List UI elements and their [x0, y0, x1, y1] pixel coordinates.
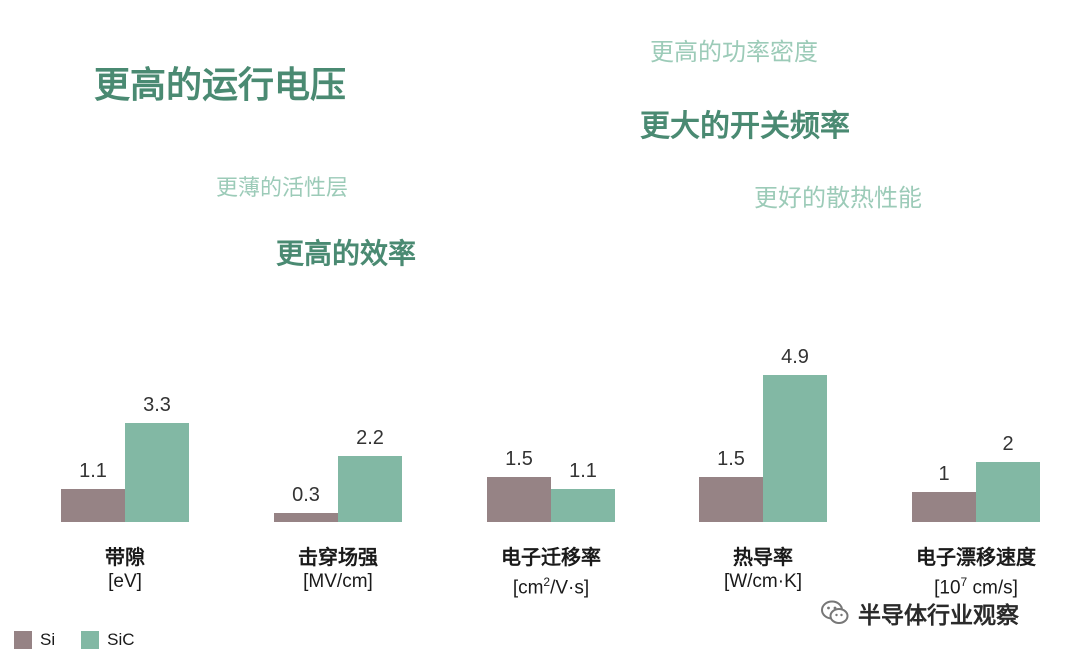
data-label-si-3: 1.5 — [717, 448, 745, 470]
legend-swatch-si — [14, 631, 32, 649]
category-label-3: 热导率 [W/cm·K] — [653, 544, 873, 594]
data-label-si-4: 1 — [938, 463, 949, 485]
category-name-1: 击穿场强 — [298, 545, 378, 569]
data-label-sic-0: 3.3 — [143, 394, 171, 416]
category-label-0: 带隙 [eV] — [15, 544, 235, 594]
category-name-0: 带隙 — [105, 545, 145, 569]
category-label-2: 电子迁移率 [cm2/V·s] — [441, 544, 661, 600]
category-name-2: 电子迁移率 — [501, 545, 601, 569]
legend-item-sic: SiC — [81, 630, 135, 650]
legend-label-sic: SiC — [107, 630, 135, 649]
bar-sic-2 — [551, 489, 615, 522]
category-unit-3: [W/cm·K] — [723, 571, 803, 592]
bar-sic-1 — [338, 456, 402, 522]
phrase-higher-power-density: 更高的功率密度 — [650, 38, 818, 66]
bar-si-2 — [487, 477, 551, 522]
phrase-higher-efficiency: 更高的效率 — [276, 237, 417, 270]
legend-swatch-sic — [81, 631, 100, 649]
phrase-better-heat-dissipation: 更好的散热性能 — [754, 184, 922, 212]
bar-sic-3 — [763, 375, 827, 522]
category-label-1: 击穿场强 [MV/cm] — [228, 544, 448, 594]
phrase-higher-voltage: 更高的运行电压 — [94, 65, 347, 106]
category-name-4: 电子漂移速度 — [916, 545, 1036, 569]
legend-item-si: Si — [14, 630, 55, 650]
data-label-si-2: 1.5 — [505, 448, 533, 470]
category-unit-0: [eV] — [108, 571, 142, 592]
watermark: 半导体行业观察 — [820, 596, 1019, 630]
watermark-text: 半导体行业观察 — [858, 603, 1019, 629]
phrase-thinner-active-layer: 更薄的活性层 — [216, 176, 349, 201]
bar-si-0 — [61, 489, 125, 522]
data-label-sic-1: 2.2 — [356, 427, 384, 449]
data-label-sic-2: 1.1 — [569, 460, 597, 482]
data-label-si-1: 0.3 — [292, 484, 320, 506]
category-label-4: 电子漂移速度 [107 cm/s] — [866, 544, 1080, 600]
bar-si-4 — [912, 492, 976, 522]
category-unit-4: [107 cm/s] — [934, 575, 1018, 599]
bar-si-3 — [699, 477, 763, 522]
data-label-sic-3: 4.9 — [781, 346, 809, 368]
data-label-si-0: 1.1 — [79, 460, 107, 482]
wechat-icon — [821, 600, 849, 624]
bar-si-1 — [274, 513, 338, 522]
bar-sic-4 — [976, 462, 1040, 522]
data-label-sic-4: 2 — [1002, 433, 1013, 455]
phrase-higher-switch-frequency: 更大的开关频率 — [640, 109, 850, 144]
bar-sic-0 — [125, 423, 189, 522]
category-name-3: 热导率 — [733, 545, 793, 569]
legend-label-si: Si — [40, 630, 56, 649]
category-unit-1: [MV/cm] — [303, 571, 373, 592]
category-unit-2: [cm2/V·s] — [512, 575, 590, 599]
legend: Si SiC — [14, 630, 153, 650]
